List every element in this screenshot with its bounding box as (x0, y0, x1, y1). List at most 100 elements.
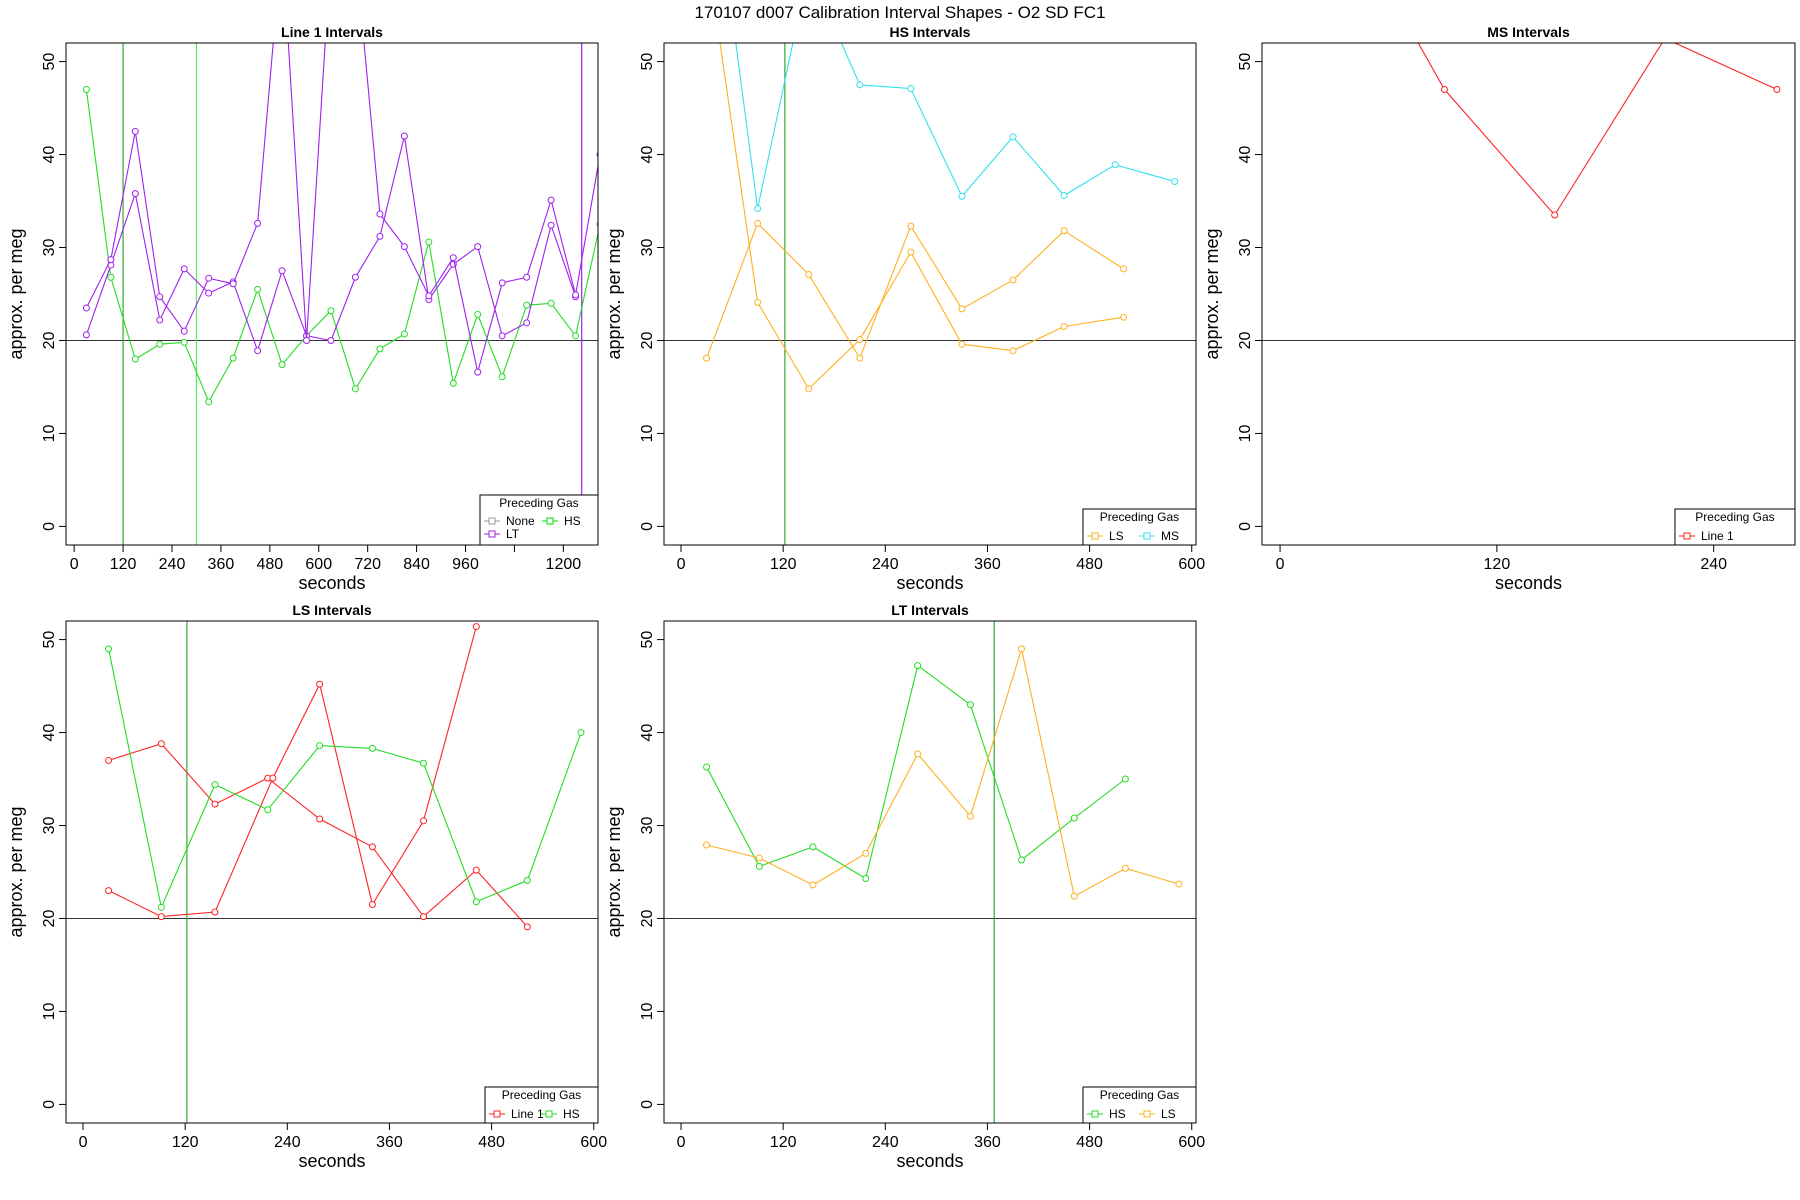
series-hs (105, 645, 585, 911)
x-tick-label: 480 (256, 556, 283, 573)
series-line (85, 89, 598, 404)
data-point (420, 817, 428, 825)
data-point (254, 285, 262, 293)
legend-box (484, 1086, 599, 1124)
x-axis-label: seconds (896, 573, 963, 593)
data-point (703, 841, 711, 849)
data-point (368, 843, 376, 851)
data-point (1121, 775, 1129, 783)
y-tick-label: 40 (639, 146, 656, 164)
legend-entry: HS (542, 514, 581, 528)
data-point (105, 645, 113, 653)
series-line-1 (105, 740, 531, 931)
x-tick-label: 1200 (546, 556, 582, 573)
data-point (1662, 35, 1668, 41)
series-line-1 (1417, 35, 1781, 219)
y-tick-label: 0 (639, 1100, 656, 1109)
data-point (523, 923, 531, 931)
x-tick-label: 480 (478, 1134, 505, 1151)
legend-label: LT (506, 527, 520, 541)
data-point (805, 385, 813, 393)
data-point (180, 265, 188, 273)
data-point (572, 332, 580, 340)
y-tick-label: 50 (639, 53, 656, 71)
data-point (754, 298, 762, 306)
data-point (1060, 323, 1068, 331)
series-line (706, 646, 1180, 898)
panel-3: MS Intervals 0 10 20 30 40 50 0 120 240 seconds app… (1202, 24, 1796, 593)
legend-swatch-marker (545, 1110, 553, 1118)
data-point (269, 774, 277, 782)
data-point (211, 781, 219, 789)
data-point (907, 85, 915, 93)
data-point (1111, 161, 1119, 169)
x-tick-label: 0 (79, 1134, 88, 1151)
data-point (82, 304, 90, 312)
legend-label: MS (1161, 529, 1179, 543)
y-tick-label: 10 (41, 1002, 58, 1020)
y-axis-label: approx. per meg (6, 228, 26, 359)
data-point (572, 291, 580, 299)
y-tick-label: 30 (1237, 239, 1254, 257)
x-tick-label: 360 (974, 556, 1001, 573)
legend-title: Preceding Gas (1695, 510, 1774, 524)
data-point (809, 881, 817, 889)
data-point (376, 210, 384, 218)
y-tick-label: 30 (639, 239, 656, 257)
data-point (316, 815, 324, 823)
x-tick-label: 360 (376, 1134, 403, 1151)
y-tick-label: 20 (1237, 331, 1254, 349)
data-point (472, 866, 480, 874)
plot-frame (663, 42, 1197, 546)
data-point (966, 812, 974, 820)
data-point (1440, 85, 1448, 93)
data-point (229, 354, 237, 362)
series-ls (703, 219, 1128, 362)
plot-area (664, 43, 1196, 545)
x-tick-label: 720 (354, 556, 381, 573)
data-point (472, 898, 480, 906)
series-line-1 (105, 623, 480, 921)
legend-label: None (506, 514, 535, 528)
y-tick-label: 40 (639, 724, 656, 742)
legend-box (1082, 508, 1197, 546)
legend-label: HS (1109, 1107, 1126, 1121)
data-point (1018, 856, 1026, 864)
series-line (85, 43, 598, 373)
data-point (400, 243, 408, 251)
legend-entry: Line 1 (489, 1107, 544, 1121)
data-point (958, 192, 966, 200)
legend-entry: LT (484, 527, 520, 541)
x-tick-label: 120 (110, 556, 137, 573)
data-point (376, 232, 384, 240)
legend: Preceding Gas None HS LT (479, 494, 599, 546)
series-lt (82, 43, 598, 376)
legend: Preceding Gas Line 1 HS (484, 1086, 599, 1124)
data-point (316, 680, 324, 688)
data-point (327, 307, 335, 315)
legend-title: Preceding Gas (1100, 1088, 1179, 1102)
plot-frame (663, 620, 1197, 1124)
y-tick-label: 30 (41, 239, 58, 257)
plot-area (66, 621, 598, 1123)
y-axis-label: approx. per meg (6, 806, 26, 937)
y-tick-label: 50 (41, 53, 58, 71)
data-point (278, 361, 286, 369)
data-point (254, 219, 262, 227)
data-point (856, 354, 864, 362)
legend-label: LS (1109, 529, 1124, 543)
data-point (82, 331, 90, 339)
panel-title: MS Intervals (1487, 24, 1570, 40)
x-tick-label: 600 (1178, 1134, 1205, 1151)
data-point (211, 908, 219, 916)
data-point (278, 267, 286, 275)
data-point (156, 293, 164, 301)
data-point (368, 901, 376, 909)
x-tick-label: 600 (305, 556, 332, 573)
data-point (754, 204, 762, 212)
data-point (498, 332, 506, 340)
series-ls (703, 645, 1183, 900)
legend: Preceding Gas LS MS (1082, 508, 1197, 546)
data-point (498, 373, 506, 381)
legend-box (1082, 1086, 1197, 1124)
